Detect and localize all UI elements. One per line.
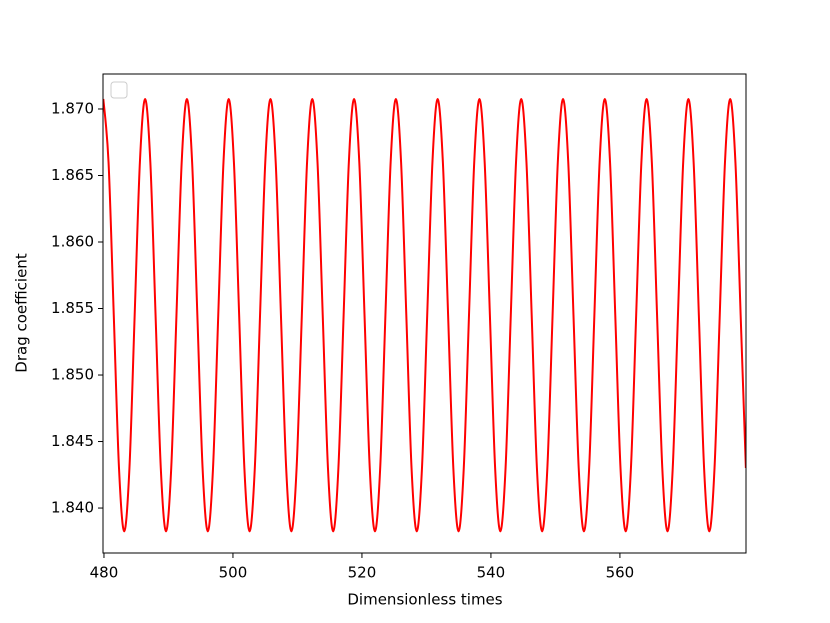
y-tick-label: 1.855	[51, 299, 94, 317]
y-tick-label: 1.840	[51, 499, 94, 517]
y-tick-label: 1.870	[51, 99, 94, 117]
y-tick-label: 1.860	[51, 233, 94, 251]
x-tick-label: 500	[219, 564, 248, 582]
x-tick-label: 480	[90, 564, 119, 582]
data-line	[103, 98, 746, 533]
y-axis-label: Drag coefficient	[13, 253, 31, 373]
y-tick-label: 1.850	[51, 366, 94, 384]
x-axis-label: Dimensionless times	[347, 591, 502, 609]
y-tick-label: 1.845	[51, 432, 94, 450]
x-tick-label: 520	[348, 564, 377, 582]
x-tick-label: 540	[477, 564, 506, 582]
x-tick-label: 560	[606, 564, 635, 582]
legend-box	[110, 81, 128, 99]
y-tick-label: 1.865	[51, 166, 94, 184]
plot-frame	[102, 73, 747, 554]
